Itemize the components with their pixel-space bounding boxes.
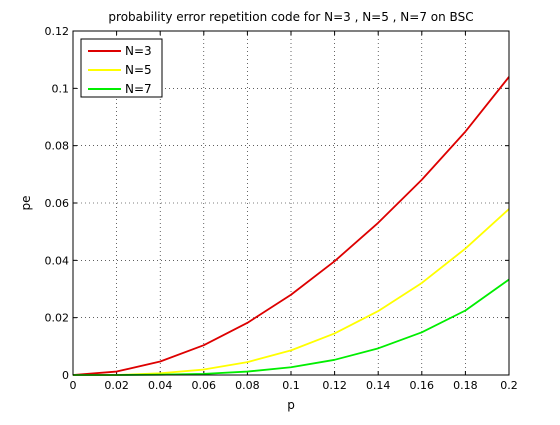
x-tick-label: 0.1 xyxy=(282,379,300,392)
x-tick-label: 0.08 xyxy=(235,379,260,392)
legend-label: N=7 xyxy=(125,82,152,96)
x-tick-label: 0.12 xyxy=(322,379,347,392)
x-tick-label: 0.06 xyxy=(192,379,217,392)
y-tick-label: 0.04 xyxy=(45,254,70,267)
y-tick-label: 0 xyxy=(62,369,69,382)
y-axis-label: pe xyxy=(19,196,33,211)
x-tick-label: 0 xyxy=(70,379,77,392)
series-line-n5 xyxy=(73,208,510,376)
plot-area: 0 0.02 0.04 0.06 0.08 0.1 0.12 0.14 0.16 0.18 0.2 0… xyxy=(45,25,518,392)
y-tick-label: 0.1 xyxy=(52,82,70,95)
chart-title: probability error repetition code for N=… xyxy=(108,10,473,24)
legend-label: N=5 xyxy=(125,63,152,77)
legend-label: N=3 xyxy=(125,44,152,58)
x-tick-label: 0.04 xyxy=(148,379,173,392)
x-tick-label: 0.2 xyxy=(500,379,518,392)
y-tick-label: 0.08 xyxy=(45,140,70,153)
x-tick-label: 0.02 xyxy=(104,379,129,392)
y-tick-label: 0.02 xyxy=(45,312,70,325)
series-line-n3 xyxy=(72,76,510,376)
x-tick-label: 0.18 xyxy=(453,379,478,392)
y-tick-label: 0.12 xyxy=(45,25,70,38)
axes-box xyxy=(72,30,510,376)
x-axis-label: p xyxy=(287,398,295,412)
legend-box xyxy=(80,38,163,98)
y-tick-label: 0.06 xyxy=(45,197,70,210)
x-tick-label: 0.16 xyxy=(410,379,435,392)
x-tick-label: 0.14 xyxy=(366,379,391,392)
